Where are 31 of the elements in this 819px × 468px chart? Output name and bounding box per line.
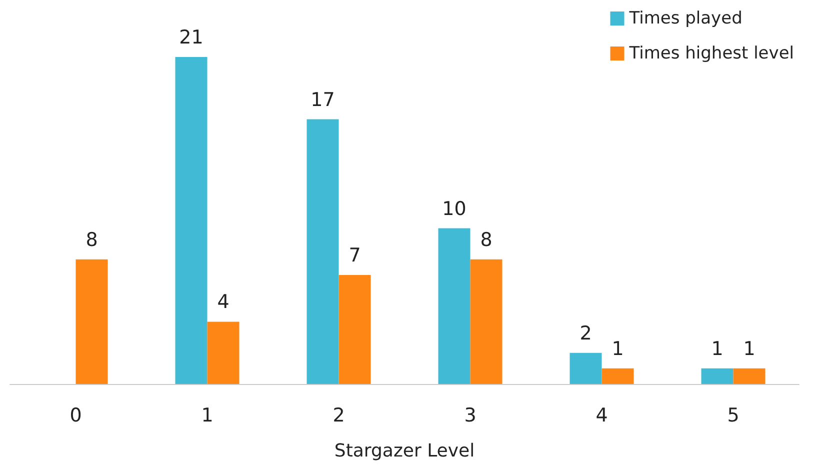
x-tick-label: 5 [727, 404, 740, 426]
x-tick-label: 1 [201, 404, 214, 426]
bar [438, 228, 470, 384]
x-tick-label: 3 [464, 404, 476, 426]
x-axis-title: Stargazer Level [334, 440, 475, 462]
data-label: 21 [179, 26, 204, 48]
bar [733, 368, 766, 384]
legend-label: Times highest level [628, 44, 794, 64]
x-tick-label: 0 [70, 404, 82, 426]
bar [306, 119, 339, 384]
data-label: 2 [580, 322, 592, 344]
bar [338, 275, 371, 384]
bar [470, 259, 502, 384]
legend-label: Times played [628, 8, 742, 28]
bar [602, 368, 634, 384]
data-label: 1 [743, 338, 756, 360]
data-label: 8 [480, 228, 492, 251]
bar [76, 259, 108, 384]
data-label: 7 [348, 244, 361, 266]
x-tick-label: 2 [332, 404, 345, 426]
bar [701, 368, 734, 384]
data-label: 1 [711, 338, 724, 360]
data-label: 4 [217, 291, 230, 314]
data-label: 1 [612, 338, 624, 360]
bar [570, 352, 602, 384]
x-tick-label: 4 [596, 404, 608, 426]
data-label: 17 [310, 88, 335, 111]
bar [175, 57, 208, 384]
data-label: 8 [86, 228, 98, 251]
bar [207, 322, 240, 384]
data-label: 10 [442, 198, 466, 220]
